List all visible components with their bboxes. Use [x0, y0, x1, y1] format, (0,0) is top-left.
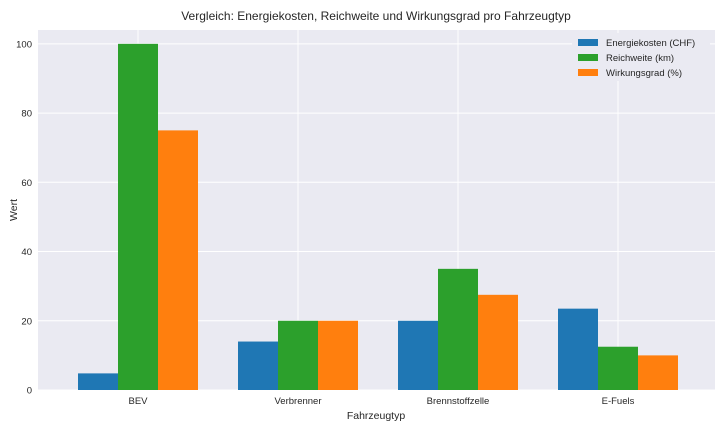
legend-label: Reichweite (km) [606, 53, 674, 64]
x-tick-labels: BEV Verbrenner Brennstoffzelle E-Fuels [128, 396, 634, 407]
bar-bev-1 [118, 43, 158, 390]
x-tick-label: E-Fuels [602, 396, 635, 407]
bars [78, 43, 678, 390]
bar-bev-2 [158, 130, 198, 390]
x-tick-label: Brennstoffzelle [427, 396, 490, 407]
bar-verbrenner-0 [238, 341, 278, 390]
chart-title: Vergleich: Energiekosten, Reichweite und… [181, 9, 571, 23]
y-tick-label: 100 [16, 39, 32, 50]
bar-e-fuels-0 [558, 308, 598, 390]
legend-label: Wirkungsgrad (%) [606, 68, 682, 79]
bar-verbrenner-1 [278, 320, 318, 390]
legend-box [572, 33, 710, 81]
y-tick-label: 40 [21, 247, 32, 258]
x-tick-label: BEV [128, 396, 148, 407]
y-tick-label: 80 [21, 109, 32, 120]
x-tick-label: Verbrenner [274, 396, 321, 407]
y-tick-labels: 0 20 40 60 80 100 [16, 39, 32, 396]
bar-brennstoffzelle-1 [438, 268, 478, 390]
bar-brennstoffzelle-2 [478, 294, 518, 390]
y-tick-label: 20 [21, 316, 32, 327]
legend-swatch [578, 69, 598, 76]
bar-e-fuels-1 [598, 346, 638, 390]
x-axis-label: Fahrzeugtyp [347, 410, 406, 422]
bar-bev-0 [78, 373, 118, 390]
y-tick-label: 0 [27, 386, 32, 397]
legend-label: Energiekosten (CHF) [606, 38, 695, 49]
bar-e-fuels-2 [638, 355, 678, 390]
y-axis-label: Wert [8, 199, 20, 221]
bar-verbrenner-2 [318, 320, 358, 390]
legend: Energiekosten (CHF) Reichweite (km) Wirkun… [572, 33, 710, 81]
legend-swatch [578, 54, 598, 61]
y-tick-label: 60 [21, 178, 32, 189]
legend-swatch [578, 39, 598, 46]
bar-brennstoffzelle-0 [398, 320, 438, 390]
